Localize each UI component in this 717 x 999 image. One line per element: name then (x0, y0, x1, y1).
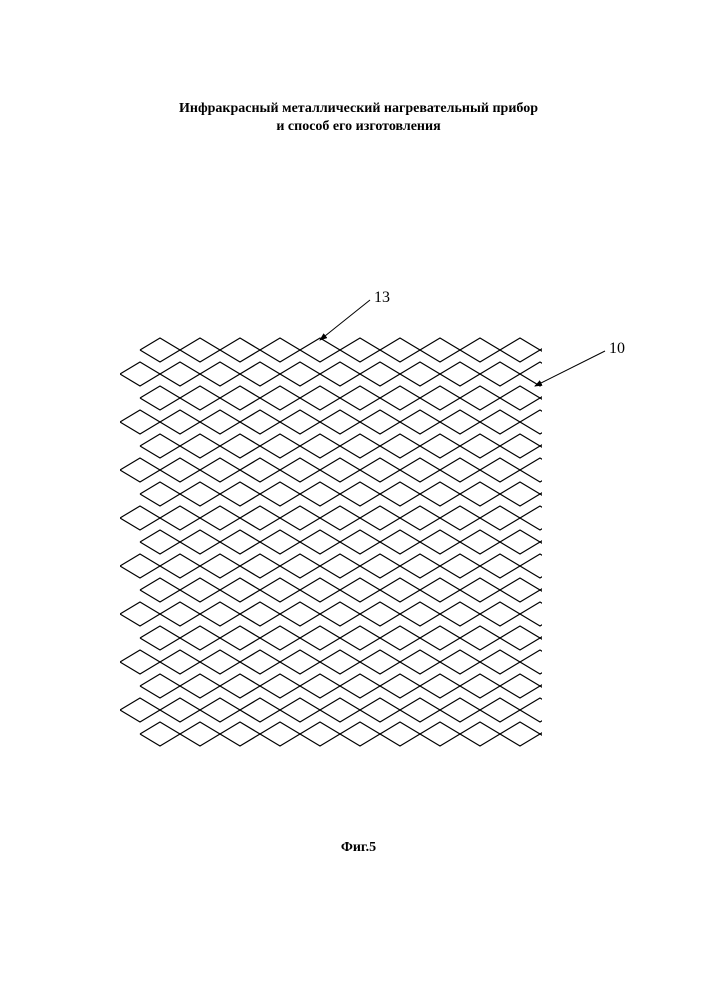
svg-text:10: 10 (609, 340, 625, 357)
title-line-2: и способ его изготовления (0, 118, 717, 136)
figure-caption: Фиг.5 (0, 840, 717, 856)
document-title: Инфракрасный металлический нагревательны… (0, 100, 717, 136)
figure-5: 13 10 (80, 260, 640, 780)
title-line-1: Инфракрасный металлический нагревательны… (0, 100, 717, 118)
mesh-diagram: 13 10 (80, 260, 640, 780)
svg-text:13: 13 (374, 289, 390, 306)
